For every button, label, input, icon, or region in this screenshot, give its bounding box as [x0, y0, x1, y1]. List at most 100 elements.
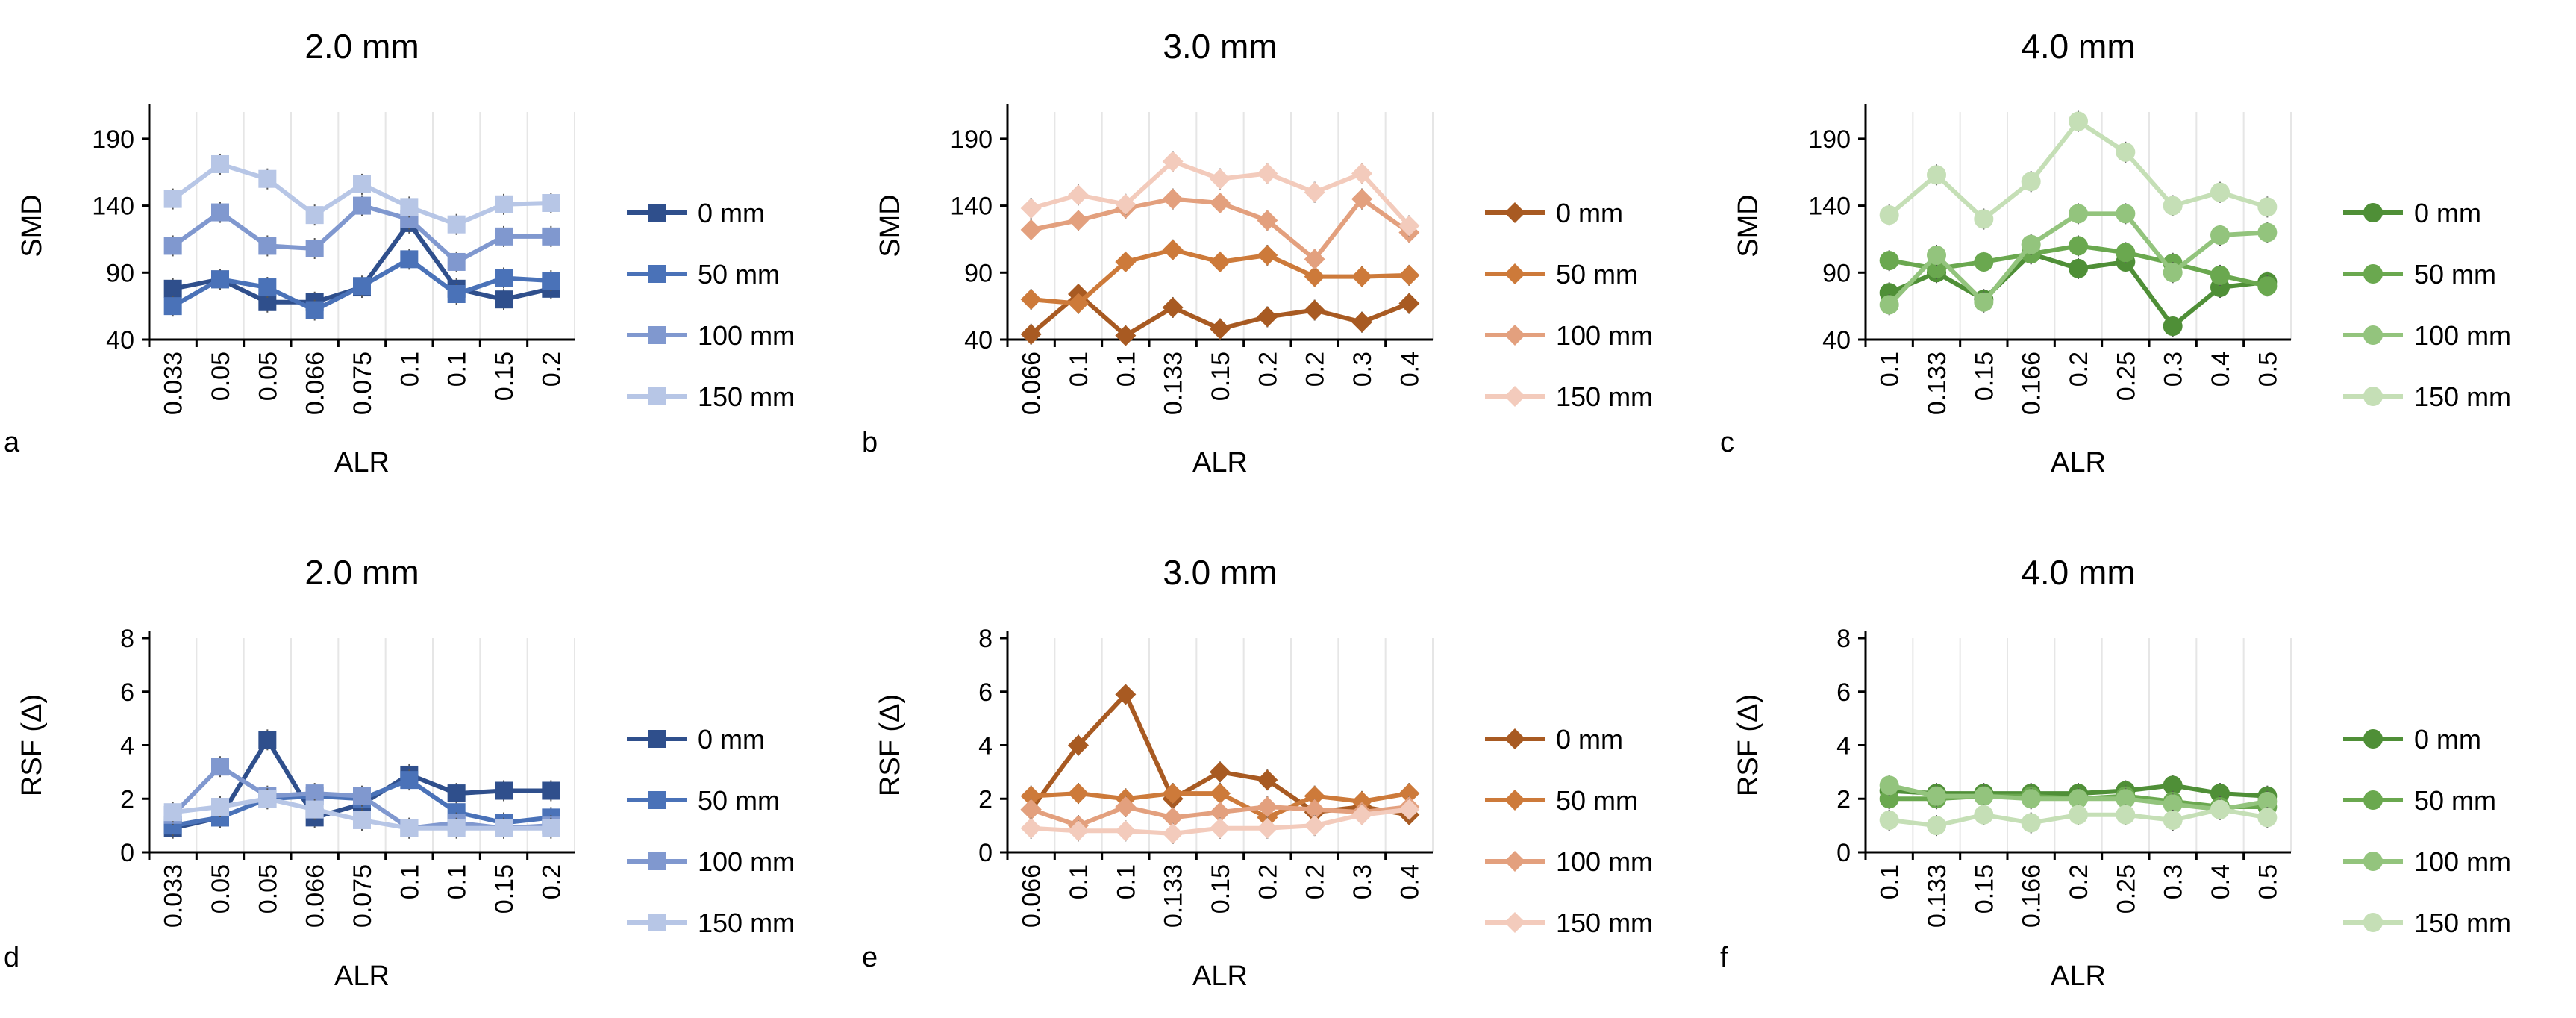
legend-marker [2363, 790, 2383, 810]
legend-label: 50 mm [698, 785, 780, 816]
legend-item: 150 mm [2343, 381, 2511, 412]
x-tick-label: 0.4 [2207, 352, 2235, 387]
data-point [1257, 244, 1278, 266]
x-tick-label: 0.4 [1395, 352, 1424, 387]
legend-label: 0 mm [2414, 198, 2481, 228]
y-tick-label: 190 [1808, 125, 1851, 154]
y-tick-label: 8 [978, 625, 992, 653]
x-tick-label: 0.05 [254, 864, 282, 914]
data-point [2021, 789, 2041, 809]
data-point [305, 800, 324, 819]
y-tick-label: 0 [978, 839, 992, 867]
y-tick-label: 90 [1822, 259, 1851, 287]
legend-marker [2363, 913, 2383, 932]
legend-marker [2363, 729, 2383, 749]
x-axis-title: ALR [1192, 961, 1248, 992]
x-tick-label: 0.066 [1018, 352, 1046, 415]
legend-item: 150 mm [627, 381, 795, 412]
legend-label: 0 mm [2414, 724, 2481, 755]
legend-marker [648, 204, 666, 222]
data-point [1304, 181, 1325, 203]
x-tick-label: 0.133 [1923, 864, 1951, 928]
y-tick-label: 4 [978, 732, 992, 761]
legend-label: 150 mm [1556, 381, 1653, 412]
data-point [2116, 243, 2136, 263]
data-point [495, 290, 513, 309]
data-point [2210, 182, 2230, 202]
data-point [163, 279, 182, 298]
legend-label: 50 mm [1556, 259, 1638, 290]
x-tick-label: 0.05 [254, 352, 282, 401]
data-point [1020, 785, 1042, 807]
data-point [211, 758, 229, 776]
legend-marker [1504, 728, 1525, 749]
data-point [2210, 265, 2230, 285]
chart-title: 3.0 mm [1163, 553, 1277, 592]
series-100-mm [1879, 203, 2278, 316]
chart-title: 4.0 mm [2021, 27, 2135, 66]
legend-item: 0 mm [1485, 198, 1623, 228]
data-point [1398, 799, 1420, 820]
legend-label: 0 mm [698, 724, 765, 755]
data-point [211, 203, 229, 222]
x-tick-label: 0.3 [1348, 864, 1377, 899]
legend-label: 50 mm [2414, 259, 2496, 290]
data-point [2163, 810, 2183, 830]
data-point [1351, 804, 1372, 825]
data-point [2116, 204, 2136, 224]
x-tick-label: 0.15 [1970, 864, 1998, 914]
data-point [1974, 209, 1994, 229]
y-tick-label: 140 [950, 193, 992, 221]
x-tick-label: 0.033 [160, 352, 188, 415]
data-point [1351, 790, 1372, 812]
legend-item: 50 mm [627, 259, 780, 290]
data-point [1162, 151, 1184, 172]
legend-marker [648, 326, 666, 344]
x-tick-label: 0.133 [1160, 352, 1188, 415]
series-150-mm [163, 153, 560, 235]
x-tick-label: 0.05 [207, 352, 235, 401]
legend-label: 100 mm [698, 846, 795, 877]
legend-marker [1504, 202, 1525, 223]
x-tick-label: 0.15 [490, 864, 519, 914]
data-point [495, 269, 513, 287]
chart-b: 3.0 mm 40 90 140 190 SMD 0.066 0.1 0.1 0.133 0.15 0… [862, 27, 1653, 478]
panel-label: d [4, 942, 19, 973]
data-point [542, 272, 560, 290]
y-axis-title: SMD [1733, 194, 1764, 257]
data-point [1257, 807, 1278, 828]
x-axis-title: ALR [334, 447, 390, 478]
data-point [163, 297, 182, 316]
x-tick-label: 0.25 [2112, 352, 2140, 401]
data-point [305, 301, 324, 319]
data-point [2163, 196, 2183, 216]
data-point [1304, 799, 1325, 820]
legend-item: 0 mm [2343, 198, 2481, 228]
legend-marker [2363, 325, 2383, 345]
legend-item: 0 mm [2343, 724, 2481, 755]
series-150-mm [1879, 110, 2278, 230]
legend-label: 50 mm [2414, 785, 2496, 816]
data-point [2210, 784, 2230, 804]
data-point [1974, 252, 1994, 272]
chart-title: 2.0 mm [304, 27, 419, 66]
data-point [1115, 684, 1137, 705]
chart-d: 2.0 mm 0 2 4 6 8 RSF (Δ) 0.033 0.05 0.05 0.066 0.07… [4, 553, 795, 992]
data-point [1210, 783, 1231, 805]
data-point [258, 237, 277, 255]
y-tick-label: 0 [1836, 839, 1851, 867]
y-tick-label: 90 [106, 259, 134, 287]
legend-marker [2363, 387, 2383, 406]
data-point [1398, 215, 1420, 237]
data-point [542, 781, 560, 800]
x-tick-label: 0.1 [443, 352, 472, 387]
data-point [1162, 296, 1184, 318]
legend-marker [1504, 386, 1525, 407]
data-point [2257, 276, 2278, 296]
data-point [1162, 822, 1184, 844]
x-tick-label: 0.25 [2112, 864, 2140, 914]
data-point [1304, 815, 1325, 837]
panel-label: f [1720, 942, 1728, 973]
data-point [1257, 817, 1278, 839]
